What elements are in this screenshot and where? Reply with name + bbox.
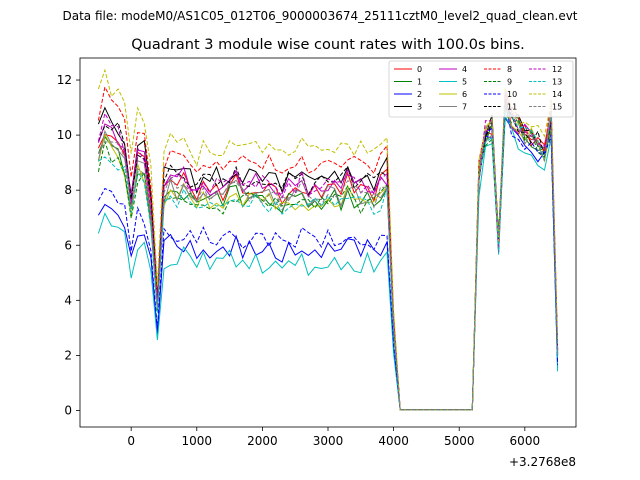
legend-label-14: 14 (552, 90, 562, 99)
y-tick-label: 6 (64, 238, 72, 252)
x-offset-label: +3.2768e8 (509, 455, 576, 469)
series-line-2 (97, 116, 559, 411)
figure-suptitle: Data file: modeM0/AS1C05_012T06_90000036… (62, 9, 577, 23)
y-tick-label: 2 (64, 348, 72, 362)
legend-label-7: 7 (462, 103, 467, 112)
plot-area (97, 68, 559, 411)
legend-label-11: 11 (507, 103, 517, 112)
legend-label-4: 4 (462, 65, 467, 74)
y-tick-label: 4 (64, 293, 72, 307)
series-line-8 (97, 85, 559, 411)
x-tick-label: 5000 (444, 434, 475, 448)
series-line-5 (97, 114, 559, 411)
legend-label-15: 15 (552, 103, 562, 112)
series-line-9 (97, 111, 559, 411)
legend-label-1: 1 (417, 78, 422, 87)
legend-label-12: 12 (552, 65, 562, 74)
legend-label-8: 8 (507, 65, 512, 74)
series-line-3 (97, 100, 559, 411)
legend-label-0: 0 (417, 65, 422, 74)
series-line-12 (97, 88, 559, 411)
series-line-15 (97, 96, 559, 411)
series-line-10 (97, 99, 559, 411)
x-tick-label: 4000 (378, 434, 409, 448)
series-line-11 (97, 101, 559, 411)
x-tick-label: 1000 (182, 434, 213, 448)
x-tick-label: 0 (127, 434, 135, 448)
legend-label-9: 9 (507, 78, 512, 87)
legend-label-3: 3 (417, 103, 422, 112)
legend-label-13: 13 (552, 78, 562, 87)
y-tick-label: 0 (64, 403, 72, 417)
legend-label-10: 10 (507, 90, 517, 99)
x-axis: 0 1000 2000 3000 4000 5000 6000 (127, 427, 540, 448)
legend-box (388, 60, 574, 118)
x-tick-label: 6000 (510, 434, 541, 448)
y-tick-label: 12 (57, 73, 72, 87)
y-tick-label: 10 (57, 128, 72, 142)
legend-label-2: 2 (417, 90, 422, 99)
y-tick-label: 8 (64, 183, 72, 197)
legend-label-6: 6 (462, 90, 467, 99)
series-line-14 (97, 68, 559, 411)
series-line-7 (97, 89, 559, 411)
legend-label-5: 5 (462, 78, 467, 87)
series-line-13 (98, 110, 559, 411)
series-line-1 (97, 107, 559, 411)
series-line-4 (97, 104, 559, 411)
chart-title: Quadrant 3 module wise count rates with … (131, 37, 525, 53)
x-tick-label: 3000 (313, 434, 344, 448)
y-axis: 0 2 4 6 8 10 12 (57, 73, 80, 417)
x-tick-label: 2000 (247, 434, 278, 448)
